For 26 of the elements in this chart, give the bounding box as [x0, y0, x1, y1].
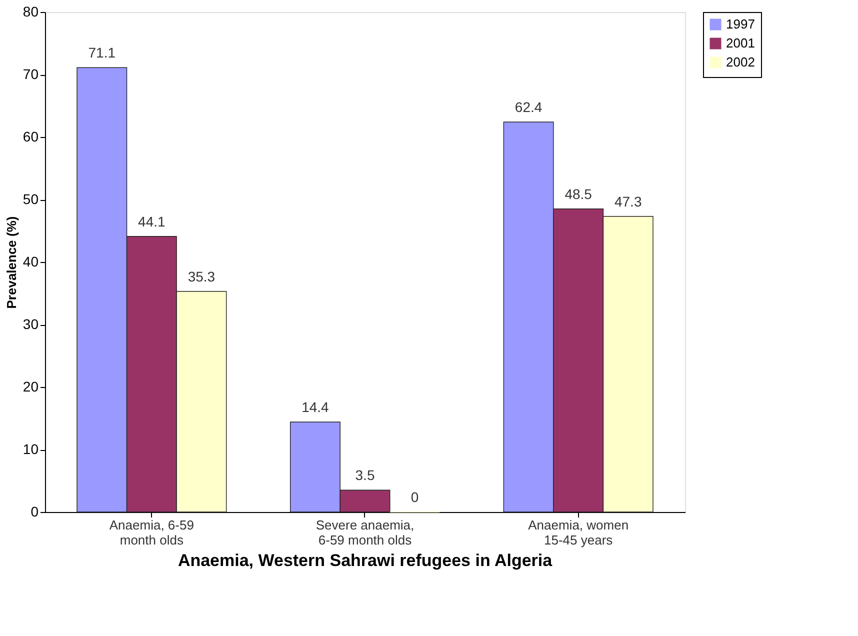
text: Anaemia, Western Sahrawi refugees in Algeria — [178, 551, 553, 570]
legend-label: 2002 — [726, 54, 755, 70]
y-tick-label: 10 — [22, 441, 39, 457]
data-label: 47.3 — [614, 193, 642, 210]
y-tick-label: 60 — [22, 128, 39, 144]
x-tick-label: Severe anaemia, 6-59 month olds — [316, 518, 414, 548]
y-tick-label: 70 — [22, 66, 39, 82]
y-tick-label: 0 — [30, 504, 39, 520]
y-axis-title: Prevalence (%) — [4, 216, 19, 309]
legend-label: 2001 — [726, 36, 755, 50]
legend-label: 1997 — [726, 16, 755, 32]
y-tick-label: 50 — [22, 191, 39, 207]
y-tick-label: 30 — [22, 316, 39, 332]
data-label: 3.5 — [355, 467, 375, 484]
data-label: 44.1 — [138, 213, 166, 230]
data-label: 62.4 — [514, 99, 542, 115]
y-tick-label: 40 — [22, 254, 39, 270]
data-label: 35.3 — [188, 268, 216, 284]
x-tick-label: Anaemia, women 15-45 years — [528, 518, 629, 548]
data-label: 0 — [410, 489, 419, 505]
y-tick-label: 80 — [22, 4, 39, 20]
x-tick-label: Anaemia, 6-59 month olds — [109, 518, 194, 548]
data-label: 71.1 — [88, 44, 116, 61]
data-label: 48.5 — [564, 186, 592, 202]
y-tick-label: 20 — [22, 378, 39, 394]
data-label: 14.4 — [302, 399, 330, 415]
